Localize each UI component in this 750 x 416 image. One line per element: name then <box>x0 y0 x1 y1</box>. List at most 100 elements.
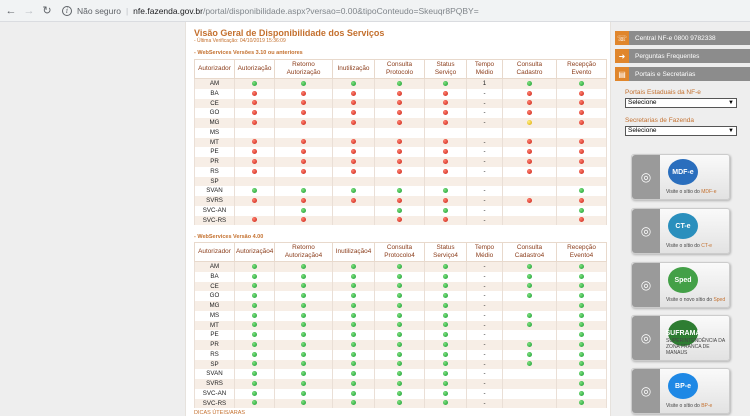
secretarias-select-value: Selecione <box>628 127 657 134</box>
status-cell <box>234 369 275 379</box>
status-green-icon <box>351 188 356 194</box>
status-cell <box>424 98 467 109</box>
status-cell <box>424 127 467 138</box>
banner-caption-text: Visite o sítio do <box>666 243 702 249</box>
status-cell <box>424 340 467 350</box>
status-red-icon <box>579 158 584 164</box>
banner-bp-e[interactable]: ◎ BP-e Visite o sítio do BP-e <box>631 368 730 414</box>
authorizer-cell: MT <box>194 137 235 148</box>
status-cell <box>332 310 375 321</box>
status-red-icon <box>579 149 584 155</box>
back-icon[interactable]: ← <box>5 4 17 17</box>
status-cell <box>374 176 425 187</box>
status-red-icon <box>397 110 402 116</box>
status-cell <box>234 78 275 89</box>
status-green-icon <box>579 371 584 377</box>
status-red-icon <box>351 90 356 96</box>
authorizer-cell: CE <box>194 98 235 109</box>
status-green-icon <box>397 371 402 377</box>
status-green-icon <box>579 273 584 279</box>
status-cell <box>234 127 275 138</box>
status-cell <box>502 291 557 301</box>
status-green-icon <box>527 341 532 347</box>
status-red-icon <box>252 100 257 106</box>
status-green-icon <box>252 322 257 328</box>
authorizer-cell: AM <box>194 261 235 272</box>
value-cell: - <box>466 349 503 360</box>
table-row: SP <box>194 176 607 187</box>
column-header: Consulta Cadastro4 <box>502 242 557 262</box>
table-row: RS - <box>194 349 607 360</box>
status-cell <box>556 398 607 409</box>
status-cell <box>502 98 557 109</box>
status-green-icon <box>443 80 448 86</box>
status-cell <box>332 398 375 409</box>
value-cell: - <box>466 196 503 206</box>
status-green-icon <box>397 390 402 396</box>
reload-icon[interactable]: ↻ <box>42 5 52 17</box>
status-cell <box>502 186 557 196</box>
status-cell <box>234 261 275 272</box>
status-cell <box>374 108 425 118</box>
address-bar[interactable]: i Não seguro | nfe.fazenda.gov.br/portal… <box>62 3 479 19</box>
status-green-icon <box>351 293 356 299</box>
status-red-icon <box>397 217 402 223</box>
status-cell <box>424 147 467 157</box>
table-row: BA - <box>194 88 607 99</box>
status-cell <box>556 271 607 282</box>
status-red-icon <box>252 197 257 203</box>
status-green-icon <box>301 273 306 279</box>
status-cell <box>234 340 275 350</box>
banner-suframa[interactable]: ◎ SUFRAMA SUPERINTENDÊNCIA DA ZONA FRANCA … <box>631 315 730 361</box>
table-row: GO - <box>194 108 607 118</box>
status-green-icon <box>443 273 448 279</box>
forward-icon[interactable]: → <box>23 4 35 17</box>
column-header: Tempo Médio <box>466 59 503 79</box>
status-cell <box>374 196 425 206</box>
status-cell <box>424 215 467 226</box>
status-cell <box>274 310 333 321</box>
status-red-icon <box>397 197 402 203</box>
url-text[interactable]: nfe.fazenda.gov.br/portal/disponibilidad… <box>133 6 479 16</box>
status-red-icon <box>443 149 448 155</box>
info-icon[interactable]: i <box>62 5 72 16</box>
banner-sped[interactable]: ◎ Sped Visite o novo sítio do Sped <box>631 262 730 308</box>
menu-item-faq[interactable]: ➜ Perguntas Frequentes <box>615 49 750 63</box>
portais-select[interactable]: Selecione ▼ <box>625 98 737 108</box>
banner-ct-e[interactable]: ◎ CT-e Visite o sítio do CT-e <box>631 208 730 254</box>
status-green-icon <box>527 312 532 318</box>
status-red-icon <box>301 90 306 96</box>
column-header: Recepção Evento <box>556 59 607 79</box>
menu-item-central[interactable]: ☏ Central NF-e 0800 9782338 <box>615 31 750 45</box>
banner-mdf-e[interactable]: ◎ MDF-e Visite o sítio do MDF-e <box>631 154 730 200</box>
table-row: SVRS - <box>194 196 607 206</box>
status-cell <box>374 261 425 272</box>
status-cell <box>332 98 375 109</box>
menu-item-portais[interactable]: ▤ Portais e Secretarias <box>615 67 750 81</box>
status-cell <box>556 157 607 167</box>
status-green-icon <box>397 263 402 269</box>
value-cell: - <box>466 166 503 177</box>
status-green-icon <box>579 80 584 86</box>
status-green-icon <box>397 273 402 279</box>
status-cell <box>274 215 333 226</box>
status-red-icon <box>301 217 306 223</box>
status-cell <box>424 369 467 379</box>
status-green-icon <box>351 361 356 367</box>
status-cell <box>332 281 375 292</box>
status-cell <box>234 88 275 99</box>
status-cell <box>502 196 557 206</box>
status-green-icon <box>579 400 584 406</box>
secretarias-select[interactable]: Selecione ▼ <box>625 126 737 136</box>
table-row: MG - <box>194 301 607 311</box>
authorizer-cell: SVAN <box>194 369 235 379</box>
status-green-icon <box>579 361 584 367</box>
status-red-icon <box>252 158 257 164</box>
status-cell <box>424 78 467 89</box>
status-cell <box>274 349 333 360</box>
status-cell <box>424 261 467 272</box>
status-cell <box>274 261 333 272</box>
status-green-icon <box>252 263 257 269</box>
separator: | <box>125 5 129 16</box>
status-green-icon <box>527 361 532 367</box>
